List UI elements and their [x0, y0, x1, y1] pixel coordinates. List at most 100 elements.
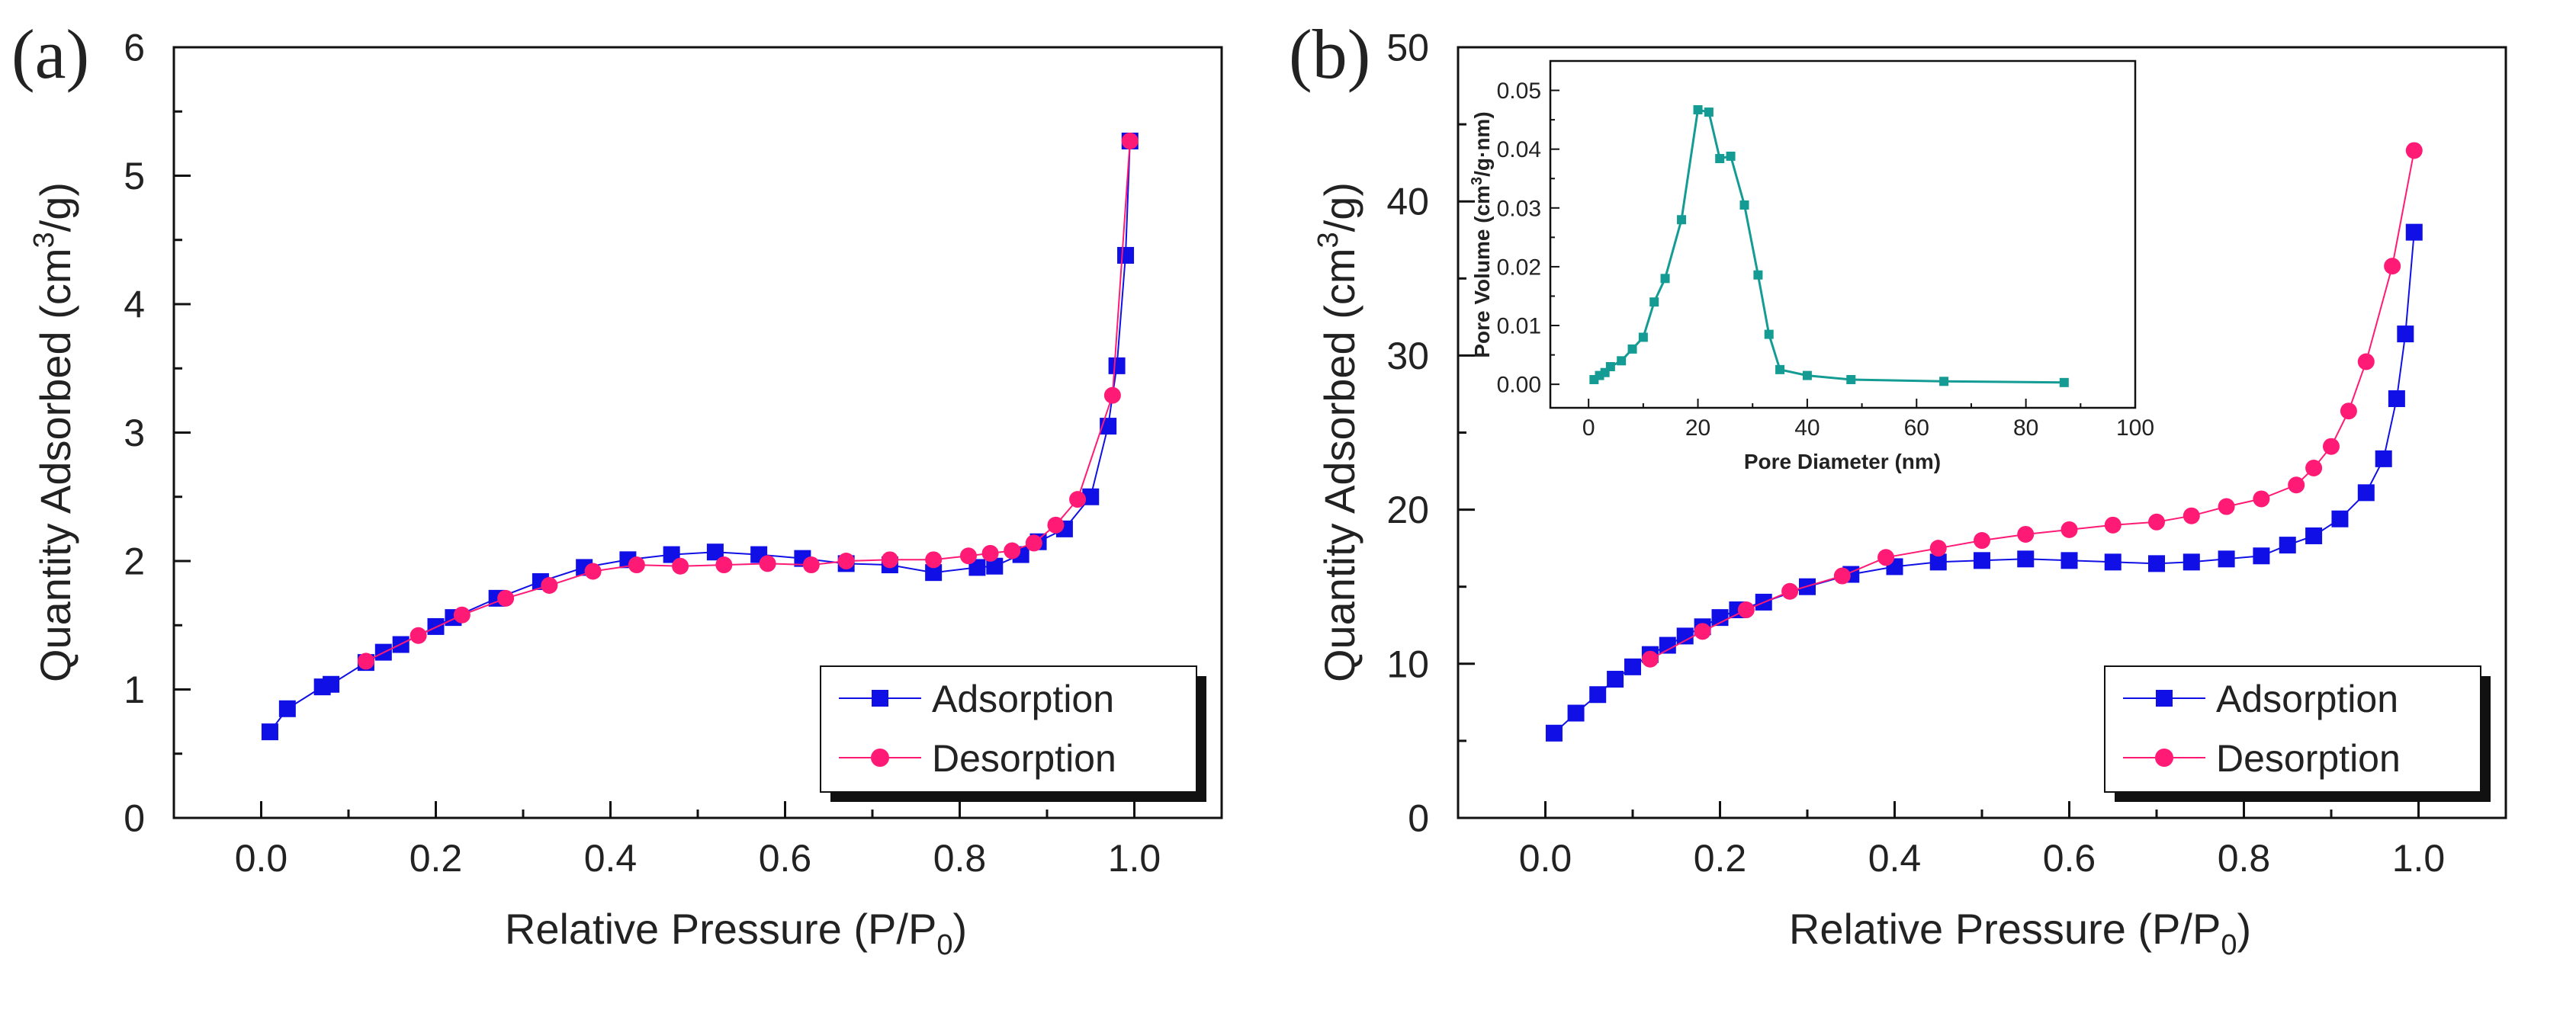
- inset-pore-size-distribution-point: [1715, 154, 1725, 164]
- panel-a-legend-adsorption-label: Adsorption: [932, 678, 1114, 720]
- panel-b-legend-desorption-label: Desorption: [2216, 737, 2401, 780]
- panel-b-desorption-point: [2305, 460, 2323, 477]
- inset-y-tick-label: 0.02: [1497, 255, 1541, 280]
- panel-a-series: [261, 133, 1139, 741]
- panel-b-desorption-point: [1737, 601, 1755, 619]
- panel-a-label: (a): [11, 15, 89, 93]
- panel-b-x-tick-label: 0.8: [2218, 837, 2271, 880]
- panel-b-desorption-point: [2060, 521, 2078, 538]
- panel-b-x-tick-label: 0.0: [1519, 837, 1572, 880]
- panel-b-desorption-point: [1781, 582, 1799, 600]
- panel-b-y-tick-label: 40: [1386, 181, 1429, 223]
- panel-b-adsorption-point: [2397, 325, 2414, 343]
- panel-a-legend-adsorption-marker: [872, 690, 888, 707]
- panel-b-y-tick-label: 30: [1386, 335, 1429, 377]
- panel-a-desorption-point: [959, 547, 977, 565]
- panel-b-x-tick-label: 0.4: [1868, 837, 1922, 880]
- panel-a-desorption-point: [1069, 491, 1087, 508]
- panel-b-legend: Adsorption Desorption: [2104, 665, 2491, 802]
- inset-x-tick-label: 80: [2013, 415, 2038, 441]
- panel-b-desorption-point: [1833, 567, 1851, 585]
- panel-a-desorption-point: [715, 556, 733, 574]
- panel-a-adsorption-point: [968, 559, 986, 576]
- panel-a-x-tick-label: 0.0: [235, 837, 288, 880]
- inset-pore-size-distribution-point: [1753, 270, 1763, 280]
- panel-a-desorption-point: [837, 553, 855, 569]
- panel-a-desorption-point: [584, 563, 602, 580]
- panel-a-desorption-point: [1047, 516, 1065, 534]
- panel-a-adsorption-point: [1082, 488, 1100, 505]
- panel-b-y-tick-label: 50: [1386, 27, 1429, 69]
- panel-a-y-tick-label: 3: [124, 412, 145, 454]
- panel-a-desorption-point: [410, 627, 427, 644]
- panel-a-desorption-point: [1025, 534, 1042, 552]
- inset-pore-size-distribution-point: [1726, 151, 1736, 161]
- panel-a-adsorption-point: [261, 723, 278, 741]
- inset-x-tick-label: 20: [1685, 415, 1710, 441]
- panel-b-adsorption-point: [1929, 553, 1947, 571]
- panel-a-legend-box: [820, 665, 1197, 793]
- panel-a-x-tick-label: 1.0: [1108, 837, 1161, 880]
- panel-a-y-tick-label: 2: [124, 540, 145, 583]
- panel-a-desorption-point: [453, 606, 471, 624]
- panel-b-adsorption-point: [2357, 484, 2375, 502]
- panel-b-adsorption-point: [2331, 510, 2349, 527]
- panel-b-y-ticks: 0 10 20 30 40 50: [1386, 27, 1475, 840]
- inset-pore-size-distribution-point: [1939, 377, 1949, 386]
- panel-b-series: [1545, 142, 2423, 742]
- panel-b-x-axis-title: Relative Pressure (P/P0): [1789, 905, 2251, 961]
- inset-pore-size-distribution-line: [1593, 108, 2064, 384]
- inset-pore-size-distribution-point: [1802, 370, 1812, 380]
- inset-y-tick-label: 0.01: [1497, 314, 1541, 339]
- inset-y-tick-label: 0.03: [1497, 196, 1541, 221]
- panel-a-desorption-point: [1103, 386, 1121, 404]
- inset-x-tick-label: 40: [1794, 415, 1820, 441]
- inset-pore-size-distribution-point: [2059, 377, 2069, 387]
- panel-b-adsorption-point: [2375, 450, 2392, 467]
- panel-a-legend-desorption-label: Desorption: [932, 737, 1116, 780]
- panel-b-desorption-point: [2323, 438, 2340, 455]
- panel-b-adsorption-point: [2405, 223, 2423, 241]
- panel-a-adsorption-point: [706, 543, 724, 561]
- panel-b-adsorption-point: [2388, 390, 2405, 408]
- panel-b-desorption-point: [1929, 540, 1947, 557]
- panel-a-adsorption-point: [1117, 246, 1135, 264]
- panel-a-adsorption-point: [663, 546, 680, 563]
- panel-a-desorption-line: [365, 140, 1131, 662]
- panel-a-y-tick-label: 4: [124, 284, 145, 326]
- inset-pore-size-distribution-point: [1627, 344, 1637, 354]
- panel-b-adsorption-point: [2104, 553, 2122, 571]
- panel-b-desorption-point: [1641, 650, 1659, 668]
- panel-a-x-tick-label: 0.6: [759, 837, 812, 880]
- inset-y-tick-label: 0.04: [1497, 137, 1541, 162]
- panel-a-desorption-point: [541, 577, 558, 595]
- panel-a-x-ticks: 0.0 0.2 0.4 0.6 0.8 1.0: [172, 801, 1223, 880]
- inset-x-ticks: 0 20 40 60 80 100: [1582, 399, 2154, 441]
- panel-a-desorption-point: [981, 544, 999, 562]
- panel-a-y-tick-label: 5: [124, 155, 145, 197]
- panel-b-x-tick-label: 0.2: [1694, 837, 1747, 880]
- panel-b-desorption-point: [1694, 623, 1711, 640]
- panel-b-adsorption-point: [2148, 555, 2165, 572]
- panel-a-adsorption-point: [323, 675, 340, 693]
- inset-pore-size-distribution-point: [1605, 362, 1615, 372]
- inset-x-tick-label: 0: [1582, 415, 1595, 441]
- panel-b-desorption-point: [2340, 402, 2357, 420]
- panel-a-desorption-point: [357, 652, 374, 670]
- inset-pore-size-distribution-point: [1660, 274, 1670, 284]
- panel-a-desorption-point: [497, 589, 515, 607]
- panel-a-legend: Adsorption Desorption: [820, 665, 1206, 802]
- panel-a-adsorption-point: [925, 564, 943, 582]
- panel-b-adsorption-point: [2305, 527, 2323, 544]
- panel-b: (b) 0 10 20 30 40 50 0.0 0.2 0.4 0.6 0.8 1.0 Relat…: [1289, 15, 2507, 961]
- panel-a-x-tick-label: 0.2: [410, 837, 463, 880]
- inset-pore-size-distribution-point: [1846, 374, 1856, 384]
- inset-pore-size-distribution-point: [1638, 332, 1648, 342]
- inset-pore-size-distribution-point: [1693, 105, 1703, 115]
- panel-b-legend-box: [2104, 665, 2481, 793]
- panel-b-adsorption-point: [1624, 658, 1641, 675]
- panel-a-x-tick-label: 0.8: [933, 837, 987, 880]
- panel-a-adsorption-point: [278, 700, 296, 717]
- panel-b-legend-desorption-marker: [2155, 749, 2173, 767]
